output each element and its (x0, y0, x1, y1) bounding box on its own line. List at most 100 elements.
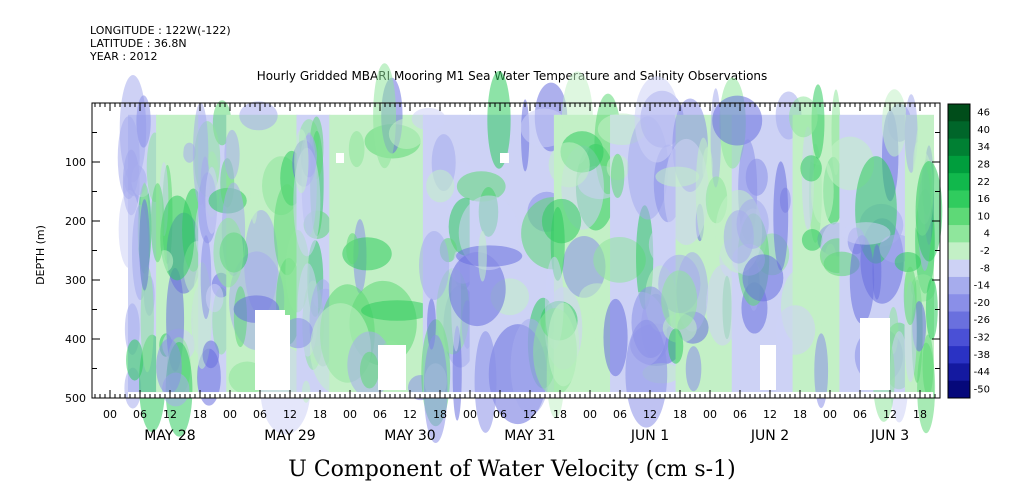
velocity-field (117, 63, 943, 490)
field-blob (547, 302, 580, 387)
colorbar-swatch (948, 173, 970, 191)
y-tick-label: 300 (65, 274, 86, 287)
colorbar-swatch (948, 190, 970, 209)
x-day-label: MAY 31 (504, 428, 555, 444)
colorbar-swatch (948, 311, 970, 330)
y-tick-label: 400 (65, 333, 86, 346)
field-blob (478, 230, 487, 282)
field-blob (346, 233, 359, 265)
field-blob (841, 222, 891, 245)
x-tick-label: 00 (583, 408, 597, 421)
field-blob (800, 155, 822, 182)
field-blob (723, 210, 754, 264)
x-tick-label: 00 (463, 408, 477, 421)
y-tick-label: 200 (65, 215, 86, 228)
x-tick-label: 12 (283, 408, 297, 421)
field-blob (250, 163, 259, 224)
field-blob (202, 340, 220, 369)
x-tick-label: 06 (253, 408, 267, 421)
x-axis-day-labels: MAY 28 MAY 29 MAY 30 MAY 31 JUN 1 JUN 2 JUN 3 (144, 428, 909, 444)
field-blob (634, 76, 680, 163)
x-tick-label: 18 (313, 408, 327, 421)
x-day-label: JUN 2 (750, 428, 789, 444)
colorbar-label: -44 (974, 367, 990, 378)
x-tick-label: 00 (103, 408, 117, 421)
field-blob (775, 305, 816, 355)
x-tick-label: 06 (493, 408, 507, 421)
field-blob (140, 266, 154, 373)
colorbar-label: -26 (974, 315, 990, 326)
x-tick-label: 00 (703, 408, 717, 421)
field-blob (474, 331, 497, 433)
colorbar-label: -14 (974, 281, 990, 292)
field-blob (388, 118, 425, 150)
field-blob (610, 153, 625, 199)
x-day-label: MAY 29 (264, 428, 315, 444)
x-tick-label: 06 (853, 408, 867, 421)
colorbar-swatch (948, 225, 970, 243)
colorbar-frame (947, 103, 971, 399)
x-tick-label: 18 (673, 408, 687, 421)
colorbar-swatch (948, 155, 970, 174)
x-tick-label: 18 (433, 408, 447, 421)
missing-data-gap (336, 153, 344, 163)
latitude-label: LATITUDE : 36.8N (90, 37, 187, 50)
field-blob (922, 334, 934, 396)
field-blob (603, 298, 628, 377)
field-blob (801, 229, 823, 251)
field-blob (150, 183, 165, 263)
colorbar-label: 22 (977, 177, 990, 188)
field-blob (487, 70, 511, 169)
field-blob (625, 319, 668, 428)
field-blob (889, 331, 909, 423)
missing-data-gap (760, 345, 776, 390)
missing-data-gap (262, 315, 290, 390)
field-blob (426, 169, 455, 203)
x-tick-label: 00 (823, 408, 837, 421)
field-blob (814, 333, 829, 409)
colorbar-swatch (948, 363, 970, 382)
year-label: YEAR : 2012 (89, 50, 158, 63)
field-blob (548, 142, 590, 188)
field-blob (301, 380, 311, 403)
field-blob (156, 338, 182, 395)
x-tick-label: 18 (913, 408, 927, 421)
x-tick-label: 12 (403, 408, 417, 421)
field-blob (894, 252, 922, 273)
field-blob (456, 171, 506, 202)
y-tick-label: 100 (65, 156, 86, 169)
colorbar-label: 34 (977, 142, 990, 153)
field-blob (742, 254, 784, 302)
x-tick-label: 12 (643, 408, 657, 421)
missing-data-gap (645, 480, 670, 490)
x-tick-label: 12 (523, 408, 537, 421)
field-blob (282, 317, 314, 349)
x-tick-label: 06 (133, 408, 147, 421)
field-blob (849, 235, 875, 324)
y-tick-label: 500 (65, 392, 86, 405)
field-blob (126, 339, 144, 381)
colorbar-swatch (948, 104, 970, 122)
colorbar-label: -2 (980, 246, 990, 257)
y-axis-label: DEPTH (m) (34, 225, 47, 285)
field-blob (903, 266, 917, 326)
colorbar-label: 46 (977, 108, 990, 119)
field-blob (706, 264, 739, 346)
colorbar-swatch (948, 242, 970, 261)
field-blob (419, 231, 450, 300)
x-tick-label: 12 (163, 408, 177, 421)
missing-data-gap (500, 153, 509, 163)
x-tick-label: 06 (733, 408, 747, 421)
chart-title: Hourly Gridded MBARI Mooring M1 Sea Wate… (257, 69, 768, 83)
colorbar-label: 4 (984, 229, 990, 240)
field-blob (239, 101, 278, 131)
x-day-label: MAY 28 (144, 428, 195, 444)
field-blob (872, 244, 882, 300)
field-blob (789, 96, 818, 138)
colorbar-label: 16 (977, 194, 990, 205)
field-blob (182, 142, 196, 163)
colorbar-label: 28 (977, 160, 990, 171)
field-blob (361, 300, 434, 321)
field-blob (915, 161, 943, 262)
